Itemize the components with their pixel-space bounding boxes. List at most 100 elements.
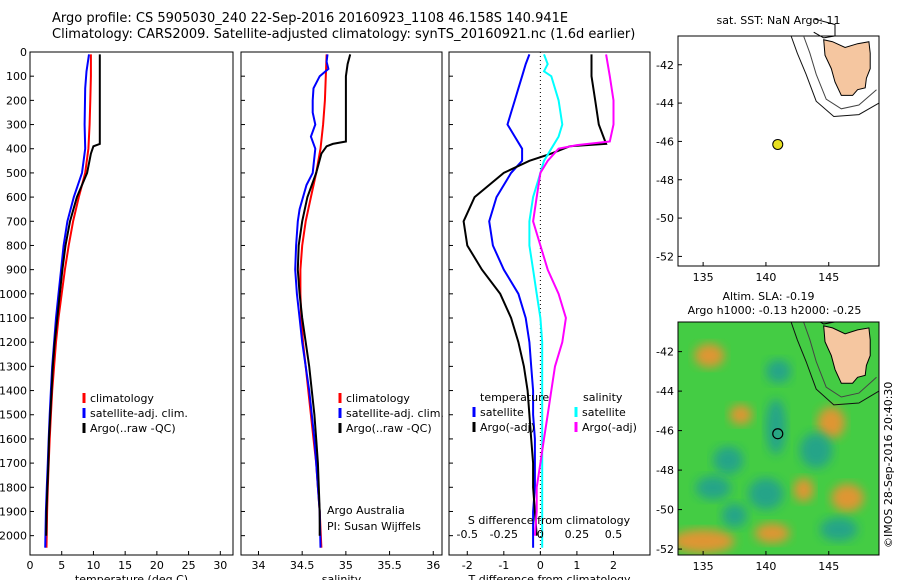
x-axis-label: temperature (deg C) (75, 573, 188, 580)
tasmania-land (823, 39, 871, 96)
y-tick-label: 1900 (0, 505, 27, 518)
argo-float-marker (772, 428, 784, 440)
series-line-temperature-satellite (488, 54, 536, 548)
map-y-tick-label: -44 (656, 97, 674, 110)
s-tick-label: 0.25 (565, 528, 590, 541)
sst-map-title: sat. SST: NaN Argo: 11 (717, 14, 841, 27)
tasmania-land (823, 325, 871, 384)
x-tick-label: 0 (27, 559, 34, 572)
s-tick-label: 0 (537, 528, 544, 541)
s-tick-label: 0.5 (605, 528, 623, 541)
sla-anomaly-low (799, 432, 833, 469)
map-x-tick-label: 145 (818, 271, 839, 284)
series-line-temperature-argo-adj- (462, 54, 608, 536)
legend-label: satellite-adj. clim. (90, 407, 188, 420)
sla-title-line1: Altim. SLA: -0.19 (722, 290, 814, 303)
legend-label: Argo(-adj) (582, 421, 637, 434)
series-line-argo-raw-qc- (296, 54, 352, 536)
legend-label: climatology (346, 392, 410, 405)
plot-frame (240, 51, 443, 556)
sla-map-panel: 135 140 145 -42 -44 -46 -48 -50 -52 Altim. SLA: -… (656, 290, 880, 573)
y-tick-label: 900 (6, 264, 27, 277)
x-axis-label: salinity (322, 573, 362, 580)
figure-title-line1: Argo profile: CS 5905030_240 22-Sep-2016… (52, 11, 569, 26)
sla-anomaly-low (819, 517, 858, 542)
map-y-tick-label: -44 (656, 385, 674, 398)
map-y-tick-label: -52 (656, 250, 674, 263)
x-tick-label: 2 (610, 559, 617, 572)
x-tick-label: 10 (86, 559, 100, 572)
y-tick-label: 1400 (0, 385, 27, 398)
difference-panel: -2 -1 0 1 2T difference from climatology S di… (448, 51, 651, 580)
x-tick-label: 30 (213, 559, 227, 572)
y-tick-label: 1200 (0, 336, 27, 349)
y-tick-label: 1300 (0, 360, 27, 373)
sla-anomaly-high (729, 404, 753, 425)
figure-title-line2: Climatology: CARS2009. Satellite-adjuste… (52, 27, 636, 42)
sla-anomaly-low (748, 477, 784, 510)
legend-group-title-salinity: salinity (583, 391, 623, 404)
x-tick-label: 1 (573, 559, 580, 572)
sst-map-panel: 135 140 145 -42 -44 -46 -48 -50 -52 sat. SST: NaN… (656, 14, 880, 284)
map-y-tick-label: -52 (656, 543, 674, 556)
legend-label: satellite (582, 406, 626, 419)
map-y-tick-label: -46 (656, 135, 674, 148)
legend-label: satellite-adj. clim. (346, 407, 444, 420)
legend-label: Argo(..raw -QC) (90, 422, 176, 435)
legend-label: climatology (90, 392, 154, 405)
y-tick-label: 1100 (0, 312, 27, 325)
map-x-tick-label: 145 (818, 560, 839, 573)
x-tick-label: 34.5 (290, 559, 315, 572)
map-y-tick-label: -46 (656, 425, 674, 438)
y-tick-label: 1500 (0, 409, 27, 422)
sla-anomaly-low (695, 476, 731, 500)
sla-anomaly-low (765, 399, 787, 455)
s-tick-label: -0.25 (490, 528, 518, 541)
x-tick-label: 5 (58, 559, 65, 572)
y-tick-label: 100 (6, 70, 27, 83)
plot-frame (448, 51, 651, 556)
x-tick-label: -2 (462, 559, 473, 572)
depth-contour (803, 35, 877, 110)
sla-title-line2: Argo h1000: -0.13 h2000: -0.25 (688, 304, 862, 317)
mainland-coast (813, 18, 836, 39)
x-tick-label: 20 (150, 559, 164, 572)
plot-frame (29, 51, 234, 556)
y-tick-label: 800 (6, 239, 27, 252)
y-tick-label: 2000 (0, 530, 27, 543)
series-line-salinity-satellite (528, 54, 564, 548)
depth-contour (803, 322, 877, 398)
map-x-tick-label: 135 (693, 271, 714, 284)
x-tick-label: 35 (339, 559, 353, 572)
x-tick-label: 34 (251, 559, 265, 572)
map-x-tick-label: 140 (755, 271, 776, 284)
map-x-tick-label: 140 (755, 560, 776, 573)
annotation-line2: PI: Susan Wijffels (327, 520, 421, 533)
y-tick-label: 700 (6, 215, 27, 228)
sla-anomaly-high (694, 343, 725, 368)
y-tick-label: 500 (6, 167, 27, 180)
x-tick-label: 15 (118, 559, 132, 572)
x-tick-label: -1 (498, 559, 509, 572)
x-axis-label: T difference from climatology (468, 573, 631, 580)
sla-anomaly-high (754, 523, 790, 544)
map-y-tick-label: -42 (656, 346, 674, 359)
map-y-tick-label: -48 (656, 174, 674, 187)
y-tick-label: 0 (20, 46, 27, 59)
sla-anomaly-low (721, 503, 748, 528)
x-tick-label: 36 (426, 559, 440, 572)
y-tick-label: 1800 (0, 481, 27, 494)
legend-group-title-temperature: temperature (480, 391, 549, 404)
legend-label: Argo(-adj) (480, 421, 535, 434)
s-tick-label: -0.5 (457, 528, 478, 541)
y-tick-label: 1600 (0, 433, 27, 446)
series-line-satellite-adj-clim- (294, 54, 330, 548)
y-tick-label: 200 (6, 94, 27, 107)
legend-label: Argo(..raw -QC) (346, 422, 432, 435)
map-x-tick-label: 135 (693, 560, 714, 573)
salinity-panel: 34 34.5 35 35.5 36 salinity climatology satelli… (240, 51, 444, 580)
series-line-argo-raw-qc- (45, 54, 101, 536)
map-y-tick-label: -42 (656, 59, 674, 72)
sla-anomaly-high (817, 406, 846, 439)
